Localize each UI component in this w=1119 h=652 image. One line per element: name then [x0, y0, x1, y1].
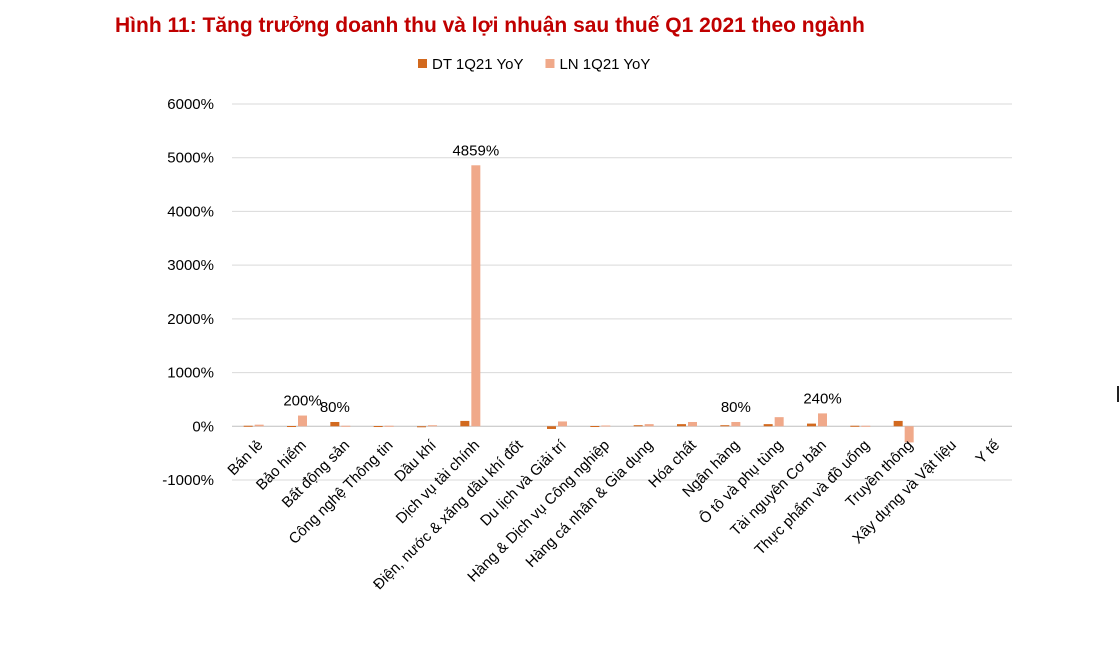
dt-bar — [677, 424, 686, 427]
ln-bar — [558, 421, 567, 427]
x-category-label: Y tế — [972, 436, 1003, 467]
ln-bar — [818, 413, 827, 427]
y-tick-label: 3000% — [167, 257, 214, 274]
dt-bar — [893, 420, 903, 427]
dt-bar — [417, 426, 426, 428]
dt-bar — [590, 426, 600, 428]
data-label: 240% — [803, 390, 841, 407]
y-tick-label: 1000% — [167, 365, 214, 382]
data-label: 200% — [283, 393, 321, 410]
dt-bar — [807, 423, 816, 427]
dt-bar — [287, 426, 296, 428]
dt-bar — [850, 425, 860, 427]
dt-bar — [373, 426, 383, 428]
dt-bar — [633, 425, 643, 427]
dt-bar — [547, 426, 556, 429]
y-tick-label: 5000% — [167, 150, 214, 167]
dt-bar — [720, 425, 730, 427]
dt-bar — [763, 424, 773, 427]
ln-bar — [384, 425, 394, 427]
x-category-label: Bán lẻ — [224, 437, 266, 479]
ln-bar — [254, 424, 264, 427]
y-tick-label: 0% — [192, 418, 214, 435]
legend-label: DT 1Q21 YoY — [432, 56, 523, 73]
legend-label: LN 1Q21 YoY — [559, 56, 650, 73]
ln-bar — [471, 165, 481, 427]
ln-bar — [861, 425, 871, 427]
ln-bar — [688, 421, 697, 427]
data-label: 80% — [320, 399, 350, 416]
ln-bar — [298, 415, 307, 427]
ln-bar — [428, 425, 437, 427]
dt-bar — [460, 420, 470, 427]
chart-title: Hình 11: Tăng trưởng doanh thu và lợi nh… — [115, 14, 865, 37]
data-label: 4859% — [452, 142, 499, 159]
y-tick-label: 6000% — [167, 96, 214, 113]
y-tick-label: 4000% — [167, 203, 214, 220]
edge-marker — [1117, 386, 1119, 402]
ln-bar — [904, 426, 914, 443]
dt-bar-legend-swatch — [418, 59, 427, 68]
data-label: 80% — [721, 399, 751, 416]
ln-bar — [731, 421, 741, 427]
ln-bar — [644, 424, 654, 427]
ln-bar — [341, 425, 351, 427]
ln-bar-legend-swatch — [545, 59, 555, 68]
y-tick-label: 2000% — [167, 311, 214, 328]
ln-bar — [601, 425, 611, 427]
ln-bar — [774, 417, 784, 427]
dt-bar — [330, 421, 340, 427]
dt-bar — [243, 425, 253, 427]
y-tick-label: -1000% — [162, 472, 214, 489]
